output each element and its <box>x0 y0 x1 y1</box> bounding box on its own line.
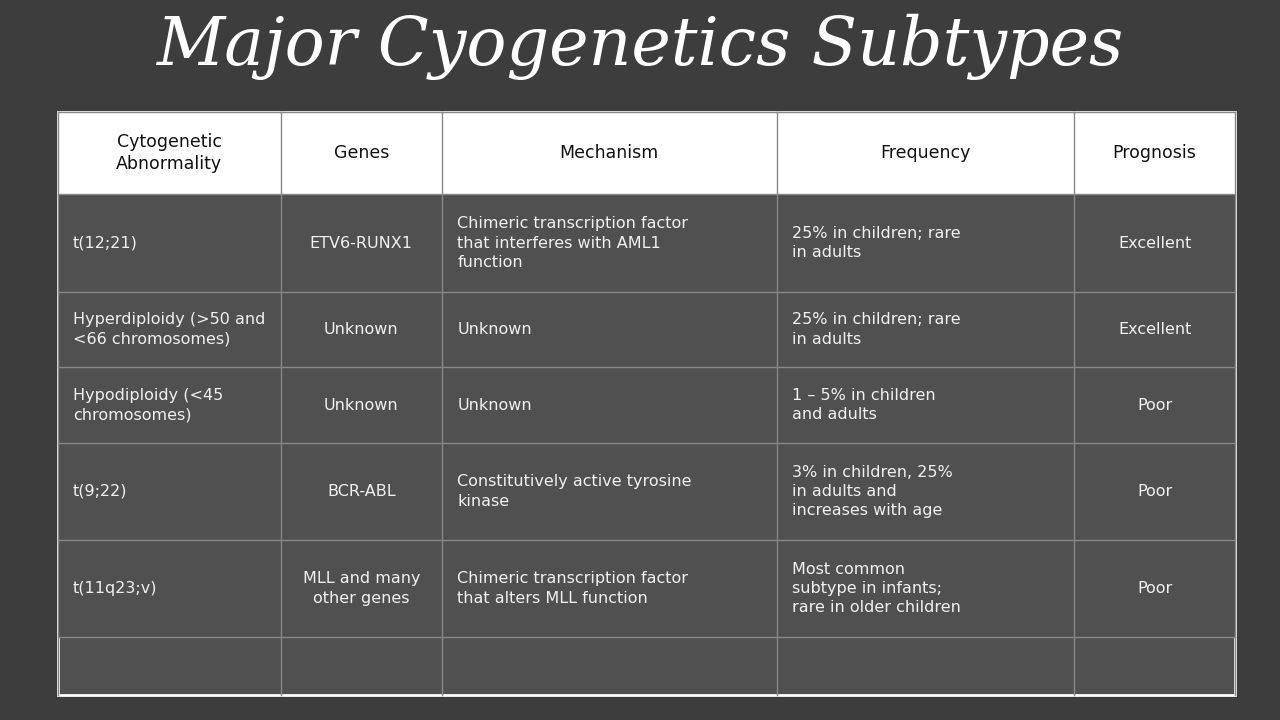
Text: 25% in children; rare
in adults: 25% in children; rare in adults <box>792 312 960 346</box>
Text: BCR-ABL: BCR-ABL <box>326 484 396 499</box>
Text: t(11q23;v): t(11q23;v) <box>73 581 157 596</box>
FancyBboxPatch shape <box>58 443 1235 540</box>
Text: t(9;22): t(9;22) <box>73 484 128 499</box>
Text: Hypodiploidy (<45
chromosomes): Hypodiploidy (<45 chromosomes) <box>73 388 223 422</box>
FancyBboxPatch shape <box>58 292 1235 367</box>
Text: Constitutively active tyrosine
kinase: Constitutively active tyrosine kinase <box>457 474 691 508</box>
Text: Unknown: Unknown <box>324 322 398 337</box>
Text: Chimeric transcription factor
that alters MLL function: Chimeric transcription factor that alter… <box>457 572 689 606</box>
Text: Poor: Poor <box>1137 484 1172 499</box>
Text: 3% in children, 25%
in adults and
increases with age: 3% in children, 25% in adults and increa… <box>792 464 952 518</box>
FancyBboxPatch shape <box>58 194 1235 292</box>
Text: Excellent: Excellent <box>1117 322 1192 337</box>
FancyBboxPatch shape <box>58 540 1235 637</box>
Text: Genes: Genes <box>334 144 389 162</box>
Text: Cytogenetic
Abnormality: Cytogenetic Abnormality <box>116 133 223 173</box>
Text: Unknown: Unknown <box>457 322 532 337</box>
Text: Prognosis: Prognosis <box>1112 144 1197 162</box>
Text: Major Cyogenetics Subtypes: Major Cyogenetics Subtypes <box>156 14 1124 80</box>
Text: t(12;21): t(12;21) <box>73 235 138 251</box>
Text: Frequency: Frequency <box>881 144 970 162</box>
Text: ETV6-RUNX1: ETV6-RUNX1 <box>310 235 412 251</box>
FancyBboxPatch shape <box>58 367 1235 443</box>
Text: Unknown: Unknown <box>457 397 532 413</box>
FancyBboxPatch shape <box>58 112 1235 695</box>
Text: Hyperdiploidy (>50 and
<66 chromosomes): Hyperdiploidy (>50 and <66 chromosomes) <box>73 312 265 346</box>
FancyBboxPatch shape <box>58 112 1235 194</box>
Text: 25% in children; rare
in adults: 25% in children; rare in adults <box>792 226 960 260</box>
Text: Excellent: Excellent <box>1117 235 1192 251</box>
Text: Unknown: Unknown <box>324 397 398 413</box>
Text: 1 – 5% in children
and adults: 1 – 5% in children and adults <box>792 388 936 422</box>
Text: Poor: Poor <box>1137 397 1172 413</box>
Text: Chimeric transcription factor
that interferes with AML1
function: Chimeric transcription factor that inter… <box>457 216 689 270</box>
Text: MLL and many
other genes: MLL and many other genes <box>302 572 420 606</box>
Text: Mechanism: Mechanism <box>559 144 659 162</box>
Text: Most common
subtype in infants;
rare in older children: Most common subtype in infants; rare in … <box>792 562 961 616</box>
Text: Poor: Poor <box>1137 581 1172 596</box>
